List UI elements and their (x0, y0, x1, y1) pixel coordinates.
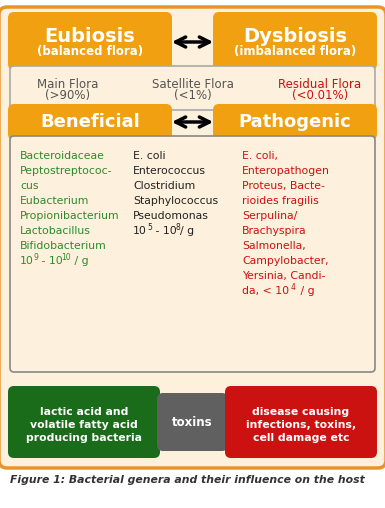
FancyBboxPatch shape (8, 12, 172, 70)
Text: Figure 1: Bacterial genera and their influence on the host: Figure 1: Bacterial genera and their inf… (10, 475, 365, 485)
Text: disease causing: disease causing (253, 407, 350, 417)
Text: Campylobacter,: Campylobacter, (242, 256, 329, 266)
Text: lactic acid and: lactic acid and (40, 407, 128, 417)
Text: Satellite Flora: Satellite Flora (152, 78, 234, 90)
FancyBboxPatch shape (213, 104, 377, 140)
Text: / g: / g (297, 286, 315, 296)
Text: (<1%): (<1%) (174, 89, 212, 103)
Text: da, < 10: da, < 10 (242, 286, 289, 296)
Text: Lactobacillus: Lactobacillus (20, 226, 91, 236)
FancyBboxPatch shape (10, 66, 375, 110)
Text: Dysbiosis: Dysbiosis (243, 26, 347, 46)
Text: - 10: - 10 (38, 256, 63, 266)
Text: volatile fatty acid: volatile fatty acid (30, 420, 138, 430)
Text: 9: 9 (33, 252, 38, 262)
Text: infections, toxins,: infections, toxins, (246, 420, 356, 430)
Text: 10: 10 (61, 252, 70, 262)
Text: - 10: - 10 (152, 226, 177, 236)
Text: (>90%): (>90%) (45, 89, 90, 103)
Text: rioides fragilis: rioides fragilis (242, 196, 319, 206)
Text: (<0.01%): (<0.01%) (292, 89, 348, 103)
Text: 10: 10 (133, 226, 147, 236)
FancyBboxPatch shape (213, 12, 377, 70)
Text: Bifidobacterium: Bifidobacterium (20, 241, 107, 251)
Text: E. coli,: E. coli, (242, 151, 278, 161)
Text: Serpulina/: Serpulina/ (242, 211, 297, 221)
Text: Beneficial: Beneficial (40, 113, 140, 131)
Text: Pathogenic: Pathogenic (239, 113, 352, 131)
Text: Enterococcus: Enterococcus (133, 166, 206, 176)
Text: Eubacterium: Eubacterium (20, 196, 89, 206)
Text: Brachyspira: Brachyspira (242, 226, 306, 236)
Text: / g: / g (71, 256, 89, 266)
FancyBboxPatch shape (10, 136, 375, 372)
Text: / g: / g (180, 226, 194, 236)
Text: 10: 10 (20, 256, 34, 266)
Text: (imbalanced flora): (imbalanced flora) (234, 45, 356, 57)
Text: 5: 5 (147, 223, 152, 232)
Text: Eubiosis: Eubiosis (45, 26, 136, 46)
FancyBboxPatch shape (0, 7, 385, 468)
Text: Enteropathogen: Enteropathogen (242, 166, 330, 176)
Text: cus: cus (20, 181, 38, 191)
Text: Propionibacterium: Propionibacterium (20, 211, 120, 221)
Text: Residual Flora: Residual Flora (278, 78, 362, 90)
Text: Peptostreptococ-: Peptostreptococ- (20, 166, 112, 176)
Text: Yersinia, Candi-: Yersinia, Candi- (242, 271, 325, 281)
Text: 4: 4 (291, 282, 296, 292)
Text: Proteus, Bacte-: Proteus, Bacte- (242, 181, 325, 191)
Text: Clostridium: Clostridium (133, 181, 195, 191)
Text: producing bacteria: producing bacteria (26, 433, 142, 443)
Text: E. coli: E. coli (133, 151, 166, 161)
Text: cell damage etc: cell damage etc (253, 433, 349, 443)
Text: Staphylococcus: Staphylococcus (133, 196, 218, 206)
Text: toxins: toxins (172, 416, 212, 429)
Text: Bacteroidaceae: Bacteroidaceae (20, 151, 105, 161)
Text: (balanced flora): (balanced flora) (37, 45, 143, 57)
Text: 8: 8 (175, 223, 180, 232)
FancyBboxPatch shape (157, 393, 228, 451)
Text: Main Flora: Main Flora (37, 78, 99, 90)
FancyBboxPatch shape (8, 104, 172, 140)
Text: Pseudomonas: Pseudomonas (133, 211, 209, 221)
Text: Salmonella,: Salmonella, (242, 241, 306, 251)
FancyBboxPatch shape (8, 386, 160, 458)
FancyBboxPatch shape (225, 386, 377, 458)
